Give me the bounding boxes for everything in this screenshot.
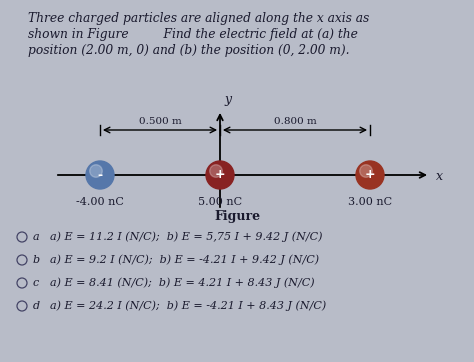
- Text: x: x: [436, 171, 443, 184]
- Text: -4.00 nC: -4.00 nC: [76, 197, 124, 207]
- Text: -: -: [98, 168, 102, 181]
- Text: a) E = 9.2 I (N/C);  b) E = -4.21 I + 9.42 J (N/C): a) E = 9.2 I (N/C); b) E = -4.21 I + 9.4…: [50, 255, 319, 265]
- Text: Figure: Figure: [214, 210, 260, 223]
- Text: a: a: [33, 232, 40, 242]
- Text: +: +: [365, 168, 375, 181]
- Text: 5.00 nC: 5.00 nC: [198, 197, 242, 207]
- Text: y: y: [224, 93, 231, 106]
- Text: a) E = 8.41 (N/C);  b) E = 4.21 I + 8.43 J (N/C): a) E = 8.41 (N/C); b) E = 4.21 I + 8.43 …: [50, 278, 315, 288]
- Circle shape: [360, 165, 372, 177]
- Circle shape: [90, 165, 102, 177]
- Circle shape: [210, 165, 222, 177]
- Text: Three charged particles are aligned along the x axis as: Three charged particles are aligned alon…: [28, 12, 369, 25]
- Circle shape: [86, 161, 114, 189]
- Text: 0.500 m: 0.500 m: [138, 117, 182, 126]
- Text: position (2.00 m, 0) and (b) the position (0, 2.00 m).: position (2.00 m, 0) and (b) the positio…: [28, 44, 349, 57]
- Text: 3.00 nC: 3.00 nC: [348, 197, 392, 207]
- Text: +: +: [215, 168, 225, 181]
- Text: d: d: [33, 301, 40, 311]
- Text: b: b: [33, 255, 40, 265]
- Text: 0.800 m: 0.800 m: [273, 117, 316, 126]
- Circle shape: [356, 161, 384, 189]
- Text: a) E = 11.2 I (N/C);  b) E = 5,75 I + 9.42 J (N/C): a) E = 11.2 I (N/C); b) E = 5,75 I + 9.4…: [50, 232, 322, 242]
- Circle shape: [206, 161, 234, 189]
- Text: a) E = 24.2 I (N/C);  b) E = -4.21 I + 8.43 J (N/C): a) E = 24.2 I (N/C); b) E = -4.21 I + 8.…: [50, 301, 326, 311]
- Text: shown in Figure         Find the electric field at (a) the: shown in Figure Find the electric field …: [28, 28, 358, 41]
- Text: c: c: [33, 278, 39, 288]
